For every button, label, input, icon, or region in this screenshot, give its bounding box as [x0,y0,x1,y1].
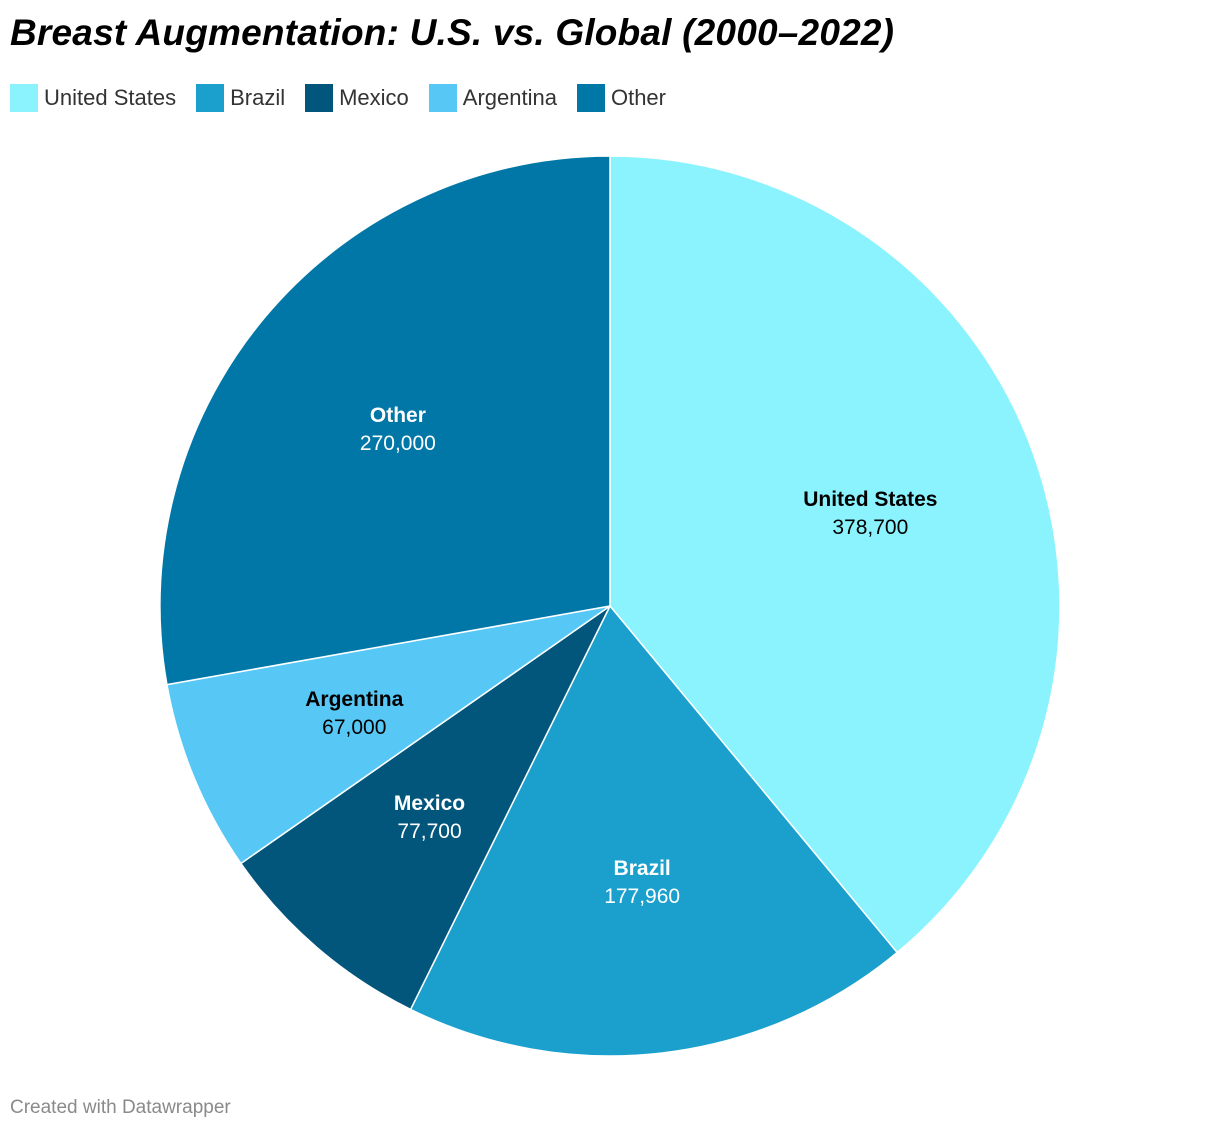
pie-slice-argentina [166,605,611,865]
legend-item: Brazil [196,84,285,112]
footer-credit: Created with Datawrapper [10,1097,231,1118]
legend-item: United States [10,84,176,112]
slice-value: 378,700 [832,516,908,539]
legend-label: Other [610,85,666,110]
slice-value: 270,000 [360,432,436,455]
legend-label: United States [44,85,177,110]
slice-label: Other [370,404,426,427]
slice-value: 77,700 [397,820,461,843]
legend: United States Brazil Mexico Argentina Other [10,84,686,112]
slice-label: Argentina [305,688,403,711]
legend-swatch [305,84,334,112]
legend-swatch [576,84,605,112]
pie-slice-brazil [409,604,899,1057]
slice-label: Brazil [614,857,671,880]
slice-value: 67,000 [322,716,386,739]
slice-value: 177,960 [604,885,680,908]
legend-item: Argentina [428,84,557,112]
legend-label: Brazil [230,85,286,110]
pie-slice-other [159,155,611,686]
legend-label: Mexico [339,85,409,110]
legend-item: Mexico [305,84,409,112]
legend-swatch [428,84,457,112]
pie-chart: United States 378,700 Brazil 177,960 Mexico 7… [159,155,1061,1057]
pie-slice-united-states [609,155,1061,954]
slice-label: Mexico [394,792,465,815]
pie-slice-mexico [239,605,611,1011]
chart-title: Breast Augmentation: U.S. vs. Global (20… [10,12,895,53]
legend-item: Other [576,84,666,112]
legend-swatch [10,84,38,112]
legend-swatch [196,84,225,112]
legend-label: Argentina [462,85,557,110]
slice-label: United States [803,488,937,511]
